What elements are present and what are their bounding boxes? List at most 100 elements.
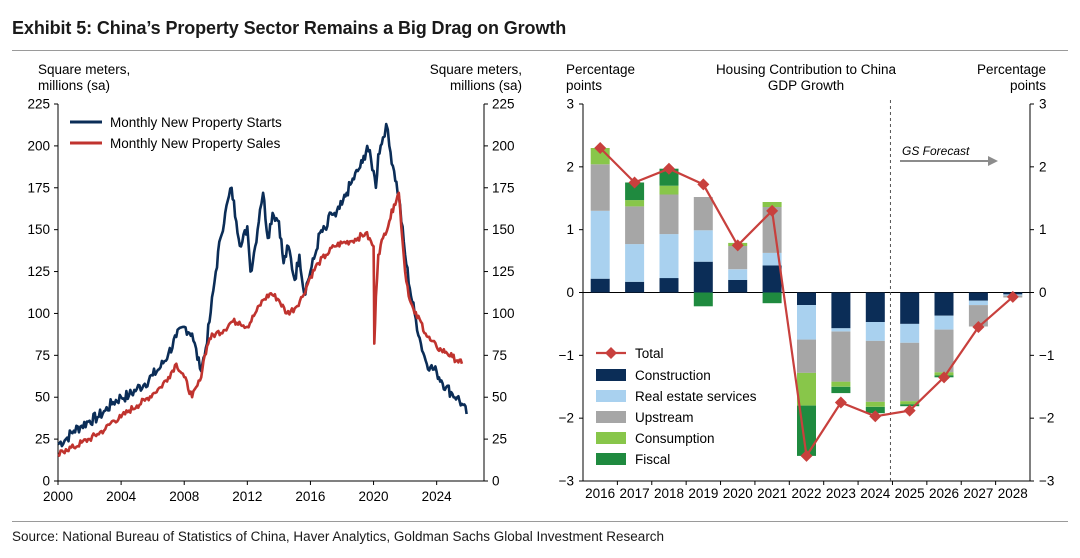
y-tick-label-right: 25: [492, 432, 507, 447]
total-marker: [938, 371, 951, 384]
y-tick-label-left: 125: [27, 264, 50, 279]
bar-segment-fiscal: [693, 292, 713, 307]
y-tick-label-left: 150: [27, 222, 50, 237]
series-line-new-property-starts: [57, 122, 468, 448]
total-marker: [662, 162, 675, 175]
total-marker: [834, 396, 847, 409]
bar-segment-upstream: [693, 197, 713, 231]
total-marker: [628, 176, 641, 189]
bar-right-axis-label-line2: points: [1010, 78, 1046, 93]
bar-segment-consumption: [900, 401, 920, 405]
bar-x-tick-label: 2027: [963, 486, 993, 501]
y-tick-label-left: 175: [27, 180, 50, 195]
legend-label: Construction: [635, 368, 711, 383]
bar-segment-fiscal: [831, 386, 851, 394]
bar-segment-construction: [728, 279, 748, 293]
legend-label: Monthly New Property Starts: [110, 115, 282, 130]
y-tick-label-right: 200: [492, 138, 515, 153]
bar-segment-real-estate-services: [659, 234, 679, 279]
total-marker: [594, 141, 607, 154]
bar-segment-real-estate-services: [797, 305, 816, 340]
right-axis-label-line2: millions (sa): [450, 78, 522, 93]
bar-segment-real-estate-services: [728, 269, 748, 280]
total-marker: [766, 204, 779, 217]
bar-segment-real-estate-services: [968, 300, 988, 306]
forecast-arrow-icon: [900, 156, 998, 166]
y-tick-label-right: 125: [492, 264, 515, 279]
x-tick-label: 2004: [106, 489, 137, 504]
bar-segment-real-estate-services: [865, 322, 885, 341]
bar-y-tick-label-right: −2: [1039, 411, 1054, 426]
bar-x-tick-label: 2022: [791, 486, 821, 501]
bar-x-tick-label: 2025: [895, 486, 925, 501]
y-tick-label-right: 100: [492, 306, 515, 321]
bar-x-tick-label: 2020: [723, 486, 753, 501]
y-tick-label-right: 0: [492, 474, 500, 489]
bar-segment-real-estate-services: [762, 252, 782, 266]
bar-x-tick-label: 2021: [757, 486, 787, 501]
legend-swatch: [596, 432, 626, 444]
y-tick-label-right: 175: [492, 180, 515, 195]
bar-y-tick-label-left: −1: [559, 348, 574, 363]
legend-swatch: [596, 369, 626, 381]
bar-right-axis-label-line1: Percentage: [977, 62, 1046, 77]
y-tick-label-left: 0: [42, 474, 50, 489]
bar-segment-construction: [831, 292, 851, 329]
y-tick-label-right: 225: [492, 97, 515, 112]
y-tick-label-left: 225: [27, 97, 50, 112]
legend-swatch: [596, 411, 626, 423]
right-axis-label-line1: Square meters,: [430, 62, 522, 77]
bar-segment-construction: [590, 278, 610, 293]
bar-x-tick-label: 2016: [585, 486, 615, 501]
charts-canvas: Square meters, millions (sa) Square mete…: [27, 62, 1054, 505]
legend-label: Upstream: [635, 410, 694, 425]
legend-total-marker: [605, 347, 617, 359]
y-tick-label-right: 150: [492, 222, 515, 237]
bar-x-tick-label: 2026: [929, 486, 959, 501]
bar-segment-real-estate-services: [693, 230, 713, 262]
bar-segment-fiscal: [762, 292, 782, 304]
property-line-chart: 0 0 25 25 50 50 75 75 100 100 125 125 150 150 175 175 20…: [27, 97, 514, 505]
left-axis-label-line1: Square meters,: [38, 62, 130, 77]
x-tick-label: 2024: [422, 489, 453, 504]
x-tick-label: 2000: [43, 489, 73, 504]
bar-x-tick-label: 2023: [826, 486, 856, 501]
bar-segment-construction: [900, 292, 920, 324]
bar-segment-real-estate-services: [590, 210, 610, 279]
bar-chart-title-line2: GDP Growth: [768, 78, 844, 93]
top-divider: [12, 50, 1068, 51]
bar-segment-real-estate-services: [625, 244, 645, 282]
bar-segment-consumption: [762, 202, 782, 207]
bar-left-axis-label-line2: points: [566, 78, 602, 93]
bar-segment-consumption: [831, 381, 851, 387]
y-tick-label-right: 50: [492, 390, 507, 405]
bar-segment-upstream: [968, 305, 988, 327]
bar-segment-upstream: [934, 329, 954, 373]
bar-left-axis-label-line1: Percentage: [566, 62, 635, 77]
bar-segment-fiscal: [625, 182, 645, 201]
forecast-label: GS Forecast: [902, 144, 970, 158]
bar-y-tick-label-left: 3: [566, 97, 574, 112]
bar-y-tick-label-right: 0: [1039, 285, 1047, 300]
bar-segment-upstream: [590, 164, 610, 211]
y-tick-label-left: 50: [35, 390, 50, 405]
bar-segment-construction: [934, 292, 954, 316]
bar-segment-construction: [865, 292, 885, 322]
bar-y-tick-label-left: 1: [566, 222, 574, 237]
bar-segment-fiscal: [659, 168, 679, 186]
bar-segment-upstream: [728, 246, 748, 270]
bar-y-tick-label-left: −3: [559, 474, 574, 489]
bar-y-tick-label-left: 2: [566, 159, 574, 174]
bar-y-tick-label-right: 3: [1039, 97, 1047, 112]
bar-segment-consumption: [625, 200, 645, 207]
bar-segment-consumption: [659, 185, 679, 195]
bar-segment-upstream: [831, 331, 851, 382]
bar-x-tick-label: 2019: [688, 486, 718, 501]
left-axis-label-line2: millions (sa): [38, 78, 110, 93]
bar-y-tick-label-left: −2: [559, 411, 574, 426]
bar-segment-upstream: [625, 206, 645, 245]
legend-label: Consumption: [635, 431, 715, 446]
bar-segment-real-estate-services: [934, 315, 954, 330]
bottom-divider: [12, 521, 1068, 522]
bar-segment-construction: [762, 265, 782, 293]
